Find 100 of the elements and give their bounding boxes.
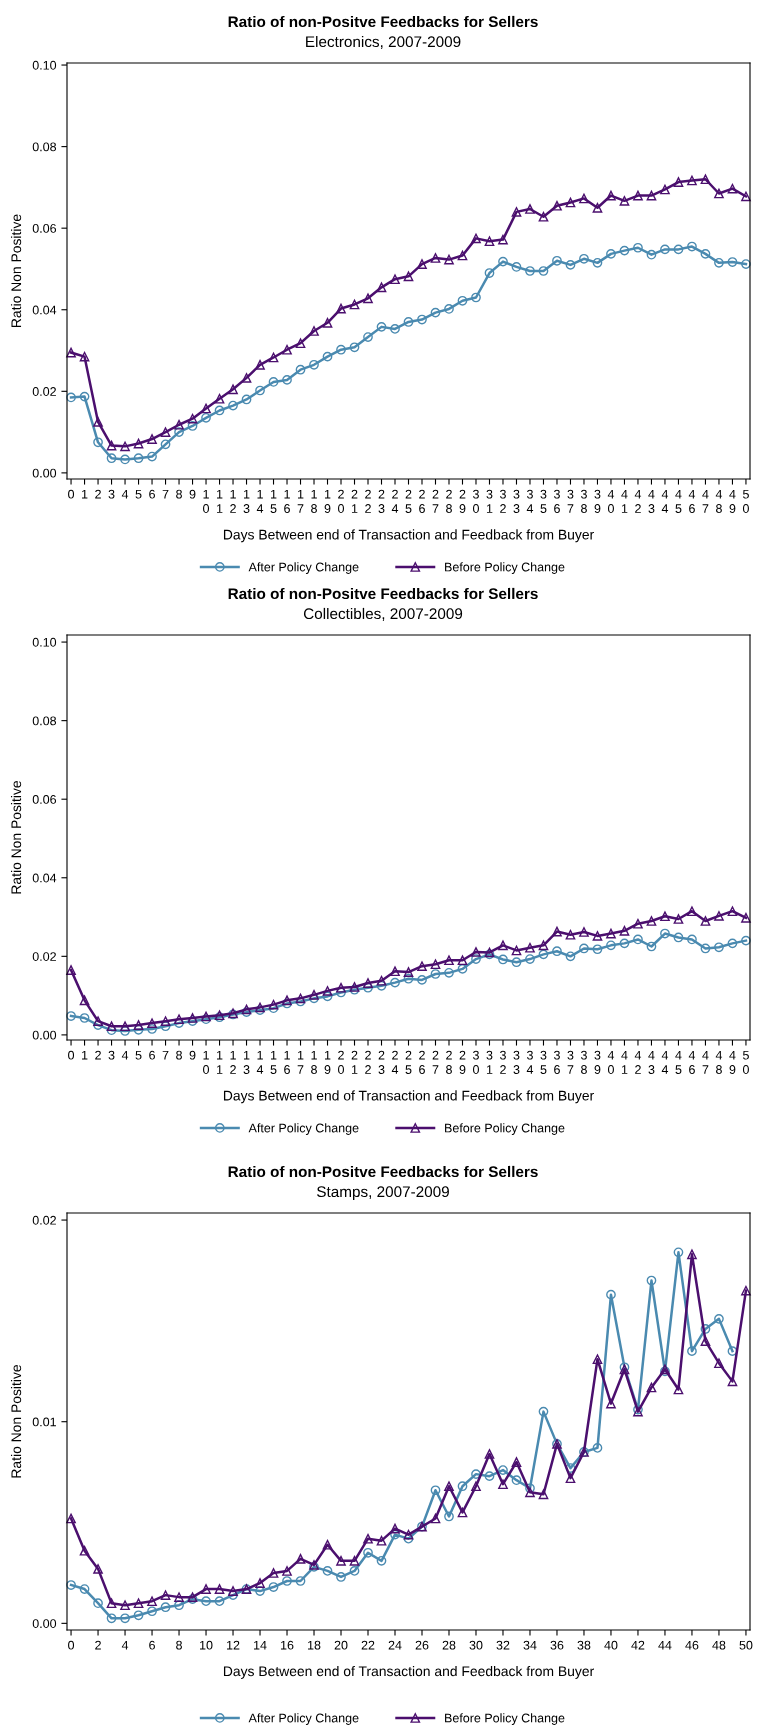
- point: [93, 1564, 103, 1574]
- x-tick-label: 3 4: [526, 489, 534, 513]
- point: [606, 249, 616, 259]
- legend-label: After Policy Change: [248, 1123, 359, 1135]
- x-tick-label: 4 3: [648, 1050, 655, 1074]
- point: [403, 271, 414, 282]
- point: [565, 929, 576, 940]
- point: [66, 1011, 76, 1021]
- chart-subtitle: Collectibles, 2007-2009: [303, 607, 463, 621]
- point: [714, 257, 724, 268]
- y-tick-label: 0.01: [32, 1417, 56, 1427]
- point: [592, 202, 603, 213]
- point: [646, 1275, 657, 1286]
- x-tick-label: 3 1: [486, 489, 493, 513]
- x-tick-label: 7: [162, 1050, 169, 1060]
- point: [120, 454, 130, 465]
- point: [174, 1592, 184, 1603]
- point: [646, 190, 657, 201]
- y-tick-label: 0.04: [32, 873, 57, 883]
- point: [457, 955, 468, 966]
- x-tick-label: 1 9: [324, 1050, 331, 1074]
- point: [160, 1016, 171, 1027]
- x-tick-label: 1 9: [324, 489, 331, 513]
- x-tick-label: 3 7: [567, 1050, 574, 1074]
- x-tick-label: 4 1: [621, 1050, 628, 1074]
- x-tick-label: 3 0: [472, 489, 479, 513]
- point: [390, 1523, 400, 1534]
- point: [376, 975, 387, 986]
- point: [160, 1590, 171, 1600]
- point: [241, 394, 252, 405]
- x-tick-label: 2: [95, 489, 101, 499]
- point: [538, 266, 549, 276]
- chart-title: Ratio of non-Positve Feedbacks for Sellers: [228, 1165, 538, 1178]
- x-axis-title: Days Between end of Transaction and Feedback from Buyer: [223, 1090, 594, 1104]
- point: [174, 419, 184, 430]
- point: [309, 359, 319, 370]
- x-tick-label: 4 4: [661, 489, 669, 513]
- x-tick-label: 3 7: [567, 489, 574, 513]
- point: [741, 191, 751, 202]
- point: [525, 204, 535, 214]
- point: [174, 1014, 184, 1025]
- x-tick-label: 4 4: [661, 1050, 669, 1074]
- point: [444, 304, 454, 314]
- x-tick-label: 2 1: [351, 489, 358, 513]
- point: [147, 1024, 157, 1034]
- x-tick-label: 20: [334, 1640, 348, 1650]
- point: [160, 427, 171, 437]
- x-tick-label: 4 8: [715, 489, 723, 513]
- point: [201, 1584, 211, 1594]
- point: [471, 233, 481, 244]
- point: [538, 1489, 549, 1500]
- point: [417, 314, 427, 325]
- point: [430, 1513, 441, 1524]
- x-tick-label: 22: [361, 1640, 375, 1650]
- point: [79, 1013, 90, 1023]
- x-tick-label: 1 0: [203, 489, 210, 513]
- x-tick-label: 5: [135, 489, 142, 499]
- x-tick-label: 4 0: [607, 489, 615, 513]
- point: [484, 1449, 495, 1459]
- x-tick-label: 3 4: [526, 1050, 534, 1074]
- point: [430, 969, 441, 979]
- x-tick-label: 4 8: [715, 1050, 723, 1074]
- point: [538, 1406, 549, 1417]
- x-tick-label: 4: [121, 1050, 129, 1060]
- point: [741, 912, 751, 923]
- point: [646, 249, 657, 260]
- y-tick-label: 0.02: [32, 952, 56, 961]
- y-axis-title: Ratio Non Positive: [10, 1364, 22, 1478]
- x-tick-label: 32: [496, 1640, 510, 1650]
- point: [228, 400, 238, 411]
- chart-subtitle: Electronics, 2007-2009: [306, 35, 461, 49]
- point: [565, 197, 576, 208]
- point: [714, 188, 724, 199]
- x-tick-label: 9: [189, 489, 196, 499]
- point: [282, 344, 292, 355]
- point: [228, 384, 238, 395]
- point: [457, 1481, 468, 1492]
- x-tick-label: 3 6: [553, 489, 560, 513]
- x-tick-label: 2 0: [338, 1050, 344, 1074]
- x-tick-label: 36: [550, 1640, 564, 1650]
- x-tick-label: 28: [442, 1640, 456, 1650]
- point: [430, 1485, 441, 1496]
- y-tick-label: 0.10: [32, 637, 57, 647]
- x-tick-label: 2 3: [378, 1050, 385, 1074]
- chart-title: Ratio of non-Positve Feedbacks for Sellers: [228, 587, 538, 600]
- point: [349, 1566, 360, 1576]
- point: [511, 945, 522, 956]
- x-tick-label: 4 0: [607, 1050, 615, 1074]
- point: [687, 1249, 697, 1260]
- point: [498, 1479, 508, 1490]
- point: [511, 207, 522, 217]
- x-tick-label: 34: [523, 1640, 537, 1650]
- point: [255, 385, 265, 396]
- point: [228, 1586, 238, 1596]
- legend-label: After Policy Change: [248, 562, 359, 574]
- point: [498, 256, 508, 267]
- point: [187, 421, 198, 431]
- x-tick-label: 4 2: [634, 489, 642, 513]
- x-tick-label: 2 8: [446, 1050, 452, 1074]
- point: [565, 1463, 576, 1473]
